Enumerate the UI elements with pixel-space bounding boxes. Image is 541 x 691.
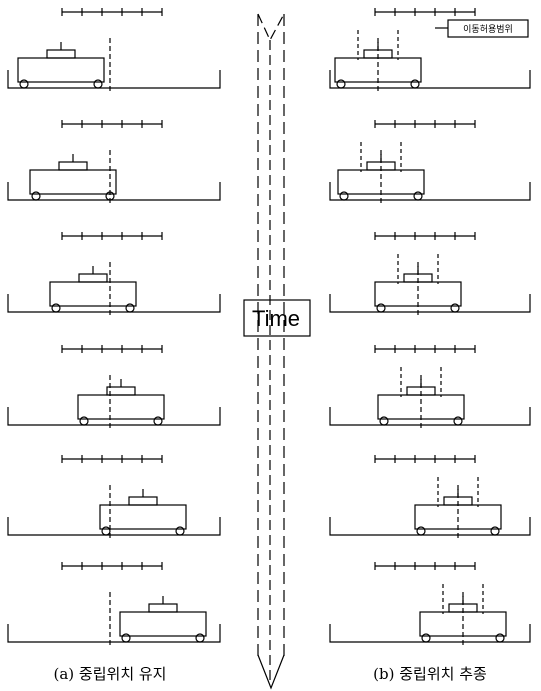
- payload: [106, 386, 136, 396]
- wheel: [421, 633, 431, 643]
- wheel: [450, 303, 460, 313]
- caption: (b) 중립위치 추종: [373, 665, 487, 683]
- wheel: [379, 416, 389, 426]
- wheel: [376, 303, 386, 313]
- wheel: [153, 416, 163, 426]
- cart: [29, 169, 117, 195]
- wheel: [410, 79, 420, 89]
- time-arrow: [243, 13, 311, 690]
- wheel: [121, 633, 131, 643]
- wheel: [125, 303, 135, 313]
- floor: [329, 407, 531, 426]
- cart: [99, 504, 187, 530]
- floor: [7, 70, 221, 89]
- cart: [17, 57, 105, 83]
- wheel: [31, 191, 41, 201]
- floor: [329, 517, 531, 536]
- floor: [329, 182, 531, 201]
- wheel: [19, 79, 29, 89]
- floor: [7, 407, 221, 426]
- wheel: [175, 526, 185, 536]
- caption: (a) 중립위치 유지: [54, 665, 167, 683]
- floor: [329, 624, 531, 643]
- floor: [329, 70, 531, 89]
- cart: [414, 504, 502, 530]
- floor: [7, 182, 221, 201]
- wheel: [79, 416, 89, 426]
- cart: [419, 611, 507, 637]
- callout-label: 이동허용범위: [463, 24, 513, 35]
- wheel: [339, 191, 349, 201]
- floor: [7, 624, 221, 643]
- payload: [78, 273, 108, 283]
- callout-box: [447, 19, 529, 38]
- time-label: Time: [252, 306, 300, 331]
- wheel: [453, 416, 463, 426]
- cart: [337, 169, 425, 195]
- wheel: [495, 633, 505, 643]
- wheel: [195, 633, 205, 643]
- payload: [128, 496, 158, 506]
- payload: [46, 49, 76, 59]
- wheel: [101, 526, 111, 536]
- payload: [148, 603, 178, 613]
- wheel: [490, 526, 500, 536]
- cart: [374, 281, 462, 307]
- cart: [377, 394, 465, 420]
- cart: [119, 611, 207, 637]
- wheel: [413, 191, 423, 201]
- wheel: [51, 303, 61, 313]
- payload: [58, 161, 88, 171]
- wheel: [416, 526, 426, 536]
- floor: [7, 517, 221, 536]
- floor: [329, 294, 531, 313]
- wheel: [336, 79, 346, 89]
- cart: [334, 57, 422, 83]
- cart: [49, 281, 137, 307]
- floor: [7, 294, 221, 313]
- cart: [77, 394, 165, 420]
- wheel: [93, 79, 103, 89]
